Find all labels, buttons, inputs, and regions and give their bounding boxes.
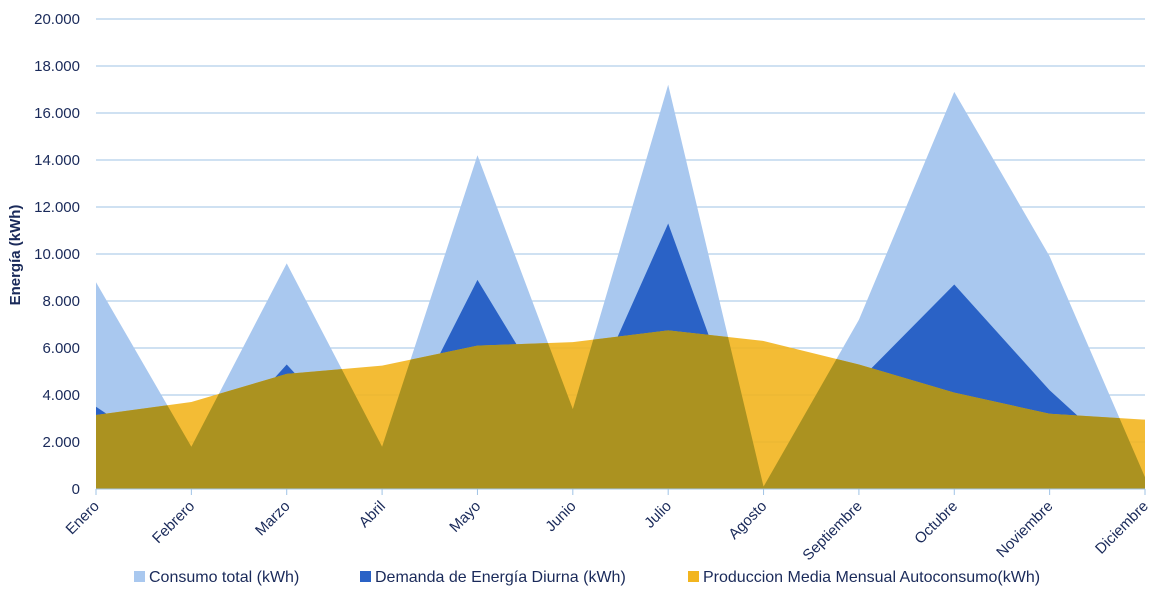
x-tick-label: Septiembre xyxy=(799,498,865,564)
x-tick-label: Octubre xyxy=(911,498,961,548)
legend-swatch xyxy=(360,571,371,582)
y-tick-label: 14.000 xyxy=(34,152,80,169)
y-tick-label: 16.000 xyxy=(34,105,80,122)
x-tick-label: Noviembre xyxy=(993,498,1056,561)
plot-areas xyxy=(96,84,1145,490)
x-tick-label: Junio xyxy=(542,498,579,535)
x-tick-label: Enero xyxy=(63,498,103,538)
x-tick-label: Mayo xyxy=(446,498,484,536)
y-tick-labels: 0 2.000 4.000 6.000 8.000 10.000 12.000 14.000 1… xyxy=(34,11,80,498)
y-tick-label: 2.000 xyxy=(42,434,80,451)
x-tick-label: Marzo xyxy=(252,498,293,539)
y-tick-label: 6.000 xyxy=(42,340,80,357)
x-tick-label: Agosto xyxy=(725,498,770,543)
y-tick-label: 8.000 xyxy=(42,293,80,310)
legend-swatch xyxy=(688,571,699,582)
legend-label: Demanda de Energía Diurna (kWh) xyxy=(375,569,626,586)
y-tick-label: 12.000 xyxy=(34,199,80,216)
x-tick-label: Febrero xyxy=(149,498,198,547)
y-tick-label: 18.000 xyxy=(34,58,80,75)
x-tick-label: Abril xyxy=(356,498,389,531)
legend: Consumo total (kWh) Demanda de Energía Di… xyxy=(134,569,1040,586)
y-tick-label: 4.000 xyxy=(42,387,80,404)
overlap-area xyxy=(96,330,1145,489)
legend-swatch xyxy=(134,571,145,582)
axes xyxy=(95,488,1146,495)
y-axis-title: Energía (kWh) xyxy=(7,205,24,306)
legend-label: Consumo total (kWh) xyxy=(149,569,299,586)
x-tick-label: Julio xyxy=(641,498,675,532)
legend-label: Produccion Media Mensual Autoconsumo(kWh… xyxy=(703,569,1040,586)
y-tick-label: 0 xyxy=(72,481,80,498)
y-tick-label: 10.000 xyxy=(34,246,80,263)
x-tick-label: Diciembre xyxy=(1092,498,1152,558)
y-tick-label: 20.000 xyxy=(34,11,80,28)
x-tick-labels: Enero Febrero Marzo Abril Mayo Junio Julio Agos… xyxy=(63,498,1152,564)
